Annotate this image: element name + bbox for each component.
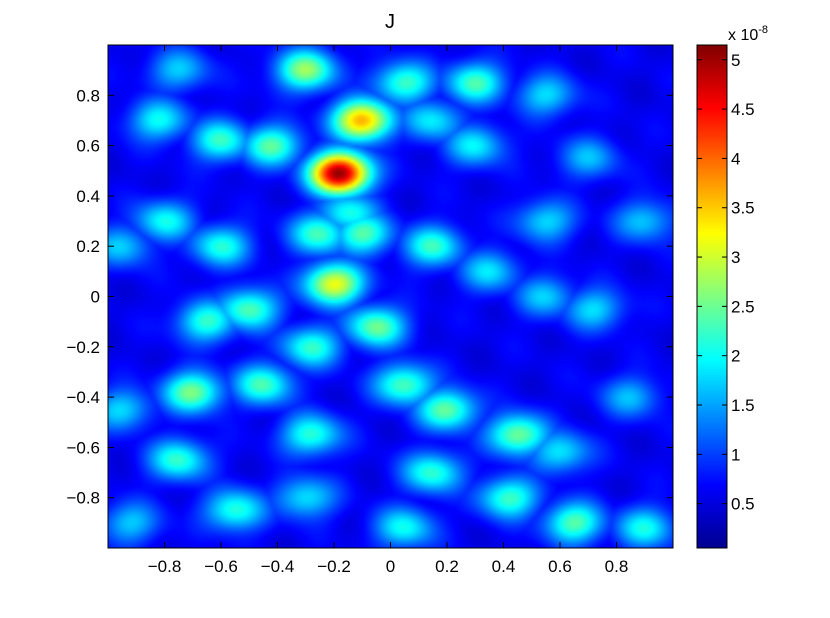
y-tick-label: 0.4 [76, 187, 100, 206]
y-tick-label: 0.8 [76, 86, 100, 105]
colorbar-multiplier: x 10-8 [728, 24, 768, 44]
y-tick-label: 0.2 [76, 237, 100, 256]
colorbar-tick-label: 2.5 [731, 297, 755, 316]
x-tick-label: 0.8 [605, 557, 629, 576]
x-axis: −0.8 −0.6 −0.4 −0.2 0 0.2 0.4 0.6 0.8 [148, 45, 629, 576]
x-tick-label: 0.4 [492, 557, 516, 576]
colorbar-tick-label: 4 [731, 149, 740, 168]
y-tick-label: −0.8 [66, 489, 100, 508]
colorbar-tick-label: 3.5 [731, 199, 755, 218]
chart-title: J [385, 11, 395, 33]
colorbar-tick-label: 1.5 [731, 396, 755, 415]
heatmap-image [108, 45, 673, 548]
colorbar-tick-label: 0.5 [731, 495, 755, 514]
colorbar-tick-label: 3 [731, 248, 740, 267]
x-tick-label: 0.6 [548, 557, 572, 576]
y-axis: 0.8 0.6 0.4 0.2 0 −0.2 −0.4 −0.6 −0.8 [66, 86, 673, 508]
y-tick-label: −0.6 [66, 438, 100, 457]
colorbar-tick-label: 1 [731, 445, 740, 464]
x-tick-label: −0.2 [317, 557, 351, 576]
x-tick-label: −0.4 [261, 557, 295, 576]
x-tick-label: 0 [386, 557, 395, 576]
colorbar-multiplier-base: x 10 [728, 27, 758, 44]
colorbar-frame [696, 44, 728, 549]
y-tick-label: 0.6 [76, 137, 100, 156]
colorbar-multiplier-exp: -8 [758, 24, 768, 36]
y-tick-label: 0 [91, 288, 100, 307]
plot-area [107, 44, 674, 549]
y-tick-label: −0.4 [66, 388, 100, 407]
x-tick-label: −0.6 [204, 557, 238, 576]
colorbar-ticks: 5 4.5 4 3.5 3 2.5 2 1.5 1 0.5 [697, 51, 755, 514]
x-tick-label: 0.2 [435, 557, 459, 576]
y-tick-label: −0.2 [66, 338, 100, 357]
colorbar-tick-label: 4.5 [731, 100, 755, 119]
colorbar-tick-label: 2 [731, 347, 740, 366]
colorbar-tick-label: 5 [731, 51, 740, 70]
x-tick-label: −0.8 [148, 557, 182, 576]
colorbar-gradient [697, 45, 727, 548]
colorbar: 5 4.5 4 3.5 3 2.5 2 1.5 1 0.5 x 10-8 [696, 24, 768, 549]
